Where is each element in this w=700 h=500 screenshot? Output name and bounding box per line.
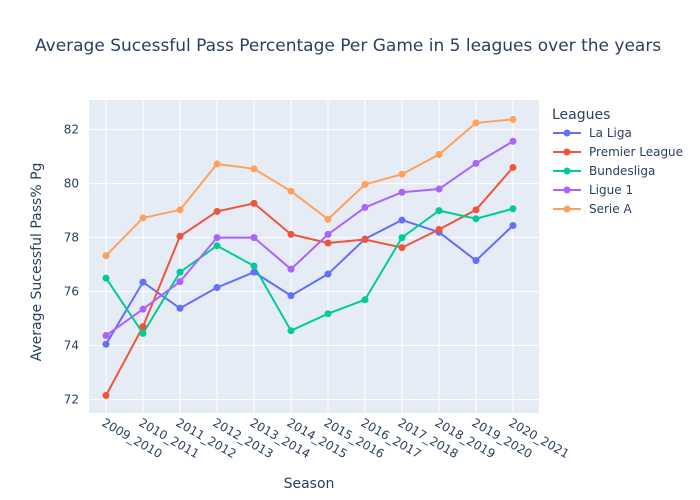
data-point	[324, 230, 332, 238]
data-point	[287, 265, 295, 273]
data-point	[287, 327, 295, 335]
data-point	[509, 137, 517, 145]
x-axis-label: Season	[284, 476, 335, 492]
legend-item[interactable]: Serie A	[553, 202, 632, 216]
data-point	[139, 323, 147, 331]
data-point	[102, 340, 110, 348]
data-point	[102, 274, 110, 282]
data-point	[102, 332, 110, 340]
chart-title: Average Sucessful Pass Percentage Per Ga…	[35, 36, 661, 56]
series-points	[102, 115, 517, 399]
data-point	[472, 159, 480, 167]
legend: Leagues La Liga Premier League Bundesliga L…	[552, 107, 683, 216]
data-point	[176, 304, 184, 312]
y-tick-label: 72	[64, 393, 79, 407]
data-point	[435, 207, 443, 215]
data-point	[398, 170, 406, 178]
y-tick-label: 80	[64, 177, 79, 191]
data-point	[472, 257, 480, 265]
legend-item[interactable]: Premier League	[553, 145, 683, 159]
legend-item[interactable]: Ligue 1	[553, 183, 633, 197]
data-point	[509, 163, 517, 171]
data-point	[435, 185, 443, 193]
data-point	[472, 206, 480, 214]
legend-item-label: Bundesliga	[589, 164, 655, 178]
legend-item-label: Premier League	[589, 145, 683, 159]
series-line	[105, 118, 514, 257]
plot-area	[89, 100, 539, 413]
series-line	[105, 140, 514, 337]
legend-swatch-marker	[563, 129, 571, 137]
data-point	[509, 115, 517, 123]
data-point	[472, 215, 480, 223]
data-point	[250, 268, 258, 276]
data-point	[472, 119, 480, 127]
data-point	[435, 151, 443, 159]
data-point	[139, 214, 147, 222]
data-point	[361, 296, 369, 304]
data-point	[250, 262, 258, 270]
data-point	[250, 165, 258, 173]
legend-item-label: Serie A	[589, 202, 632, 216]
legend-swatch-marker	[563, 167, 571, 175]
y-tick-label: 74	[64, 339, 79, 353]
data-point	[398, 216, 406, 224]
series-line	[105, 219, 514, 345]
data-point	[176, 278, 184, 286]
data-point	[324, 310, 332, 318]
series-lines	[105, 118, 514, 396]
y-tick-label: 78	[64, 231, 79, 245]
legend-item[interactable]: La Liga	[553, 126, 632, 140]
data-point	[287, 230, 295, 238]
legend-swatch-marker	[563, 186, 571, 194]
data-point	[139, 278, 147, 286]
legend-swatch-marker	[563, 148, 571, 156]
data-point	[250, 234, 258, 242]
y-axis-ticks: 72 74 76 78 80 82	[64, 123, 79, 407]
data-point	[139, 329, 147, 337]
y-tick-label: 82	[64, 123, 79, 137]
legend-title: Leagues	[552, 107, 610, 123]
data-point	[176, 232, 184, 240]
data-point	[102, 252, 110, 260]
series-line	[105, 166, 514, 396]
data-point	[361, 236, 369, 244]
data-point	[176, 268, 184, 276]
data-point	[324, 270, 332, 278]
data-point	[324, 215, 332, 223]
data-point	[435, 226, 443, 234]
data-point	[287, 187, 295, 195]
data-point	[361, 203, 369, 211]
data-point	[213, 242, 221, 250]
y-axis-label: Average Sucessful Pass% Pg	[29, 163, 45, 362]
data-point	[324, 239, 332, 247]
data-point	[102, 391, 110, 399]
data-point	[213, 284, 221, 292]
data-point	[398, 188, 406, 196]
data-point	[287, 292, 295, 300]
data-point	[213, 207, 221, 215]
data-point	[176, 206, 184, 214]
legend-item-label: Ligue 1	[589, 183, 633, 197]
data-point	[509, 221, 517, 229]
series-line	[105, 207, 514, 335]
legend-item-label: La Liga	[589, 126, 632, 140]
data-point	[361, 180, 369, 188]
data-point	[398, 234, 406, 242]
data-point	[250, 199, 258, 207]
legend-swatch-marker	[563, 205, 571, 213]
data-point	[213, 234, 221, 242]
y-tick-label: 76	[64, 285, 79, 299]
data-point	[213, 160, 221, 168]
data-point	[139, 305, 147, 313]
legend-item[interactable]: Bundesliga	[553, 164, 655, 178]
data-point	[398, 244, 406, 252]
data-point	[509, 205, 517, 213]
